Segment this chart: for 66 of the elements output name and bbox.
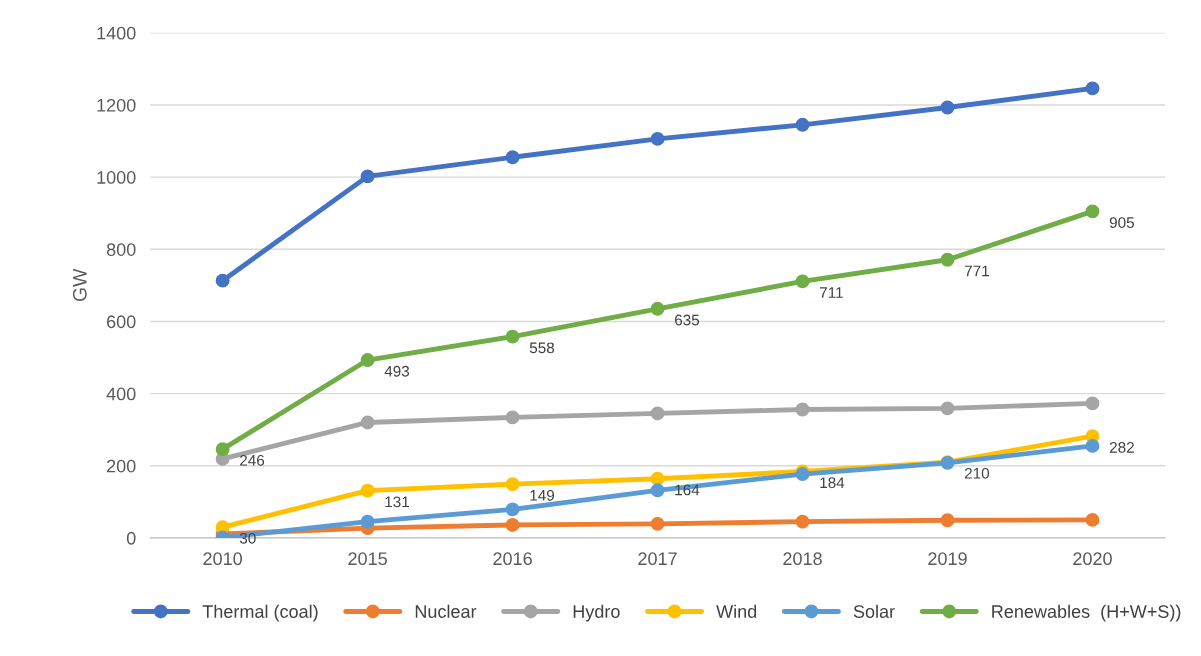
point <box>795 274 810 289</box>
point <box>650 483 665 498</box>
point <box>940 100 955 115</box>
point <box>360 415 375 430</box>
legend-label: Solar <box>853 604 895 618</box>
data-label: 635 <box>674 314 700 326</box>
point <box>505 477 520 492</box>
point <box>940 252 955 267</box>
x-tick-label: 2015 <box>348 552 387 566</box>
data-label: 210 <box>964 467 990 479</box>
x-tick-label: 2017 <box>638 552 677 566</box>
point <box>505 410 520 425</box>
point <box>650 516 665 531</box>
point <box>650 301 665 316</box>
legend-label: Hydro <box>573 604 620 622</box>
x-tick-label: 2018 <box>783 552 822 566</box>
legend-label: Thermal (coal) <box>202 604 318 622</box>
point <box>215 273 230 288</box>
y-tick-label: 1000 <box>97 171 136 184</box>
data-label: 131 <box>385 496 409 508</box>
point <box>360 483 375 498</box>
point <box>650 471 665 486</box>
y-tick-label: 1200 <box>97 98 136 112</box>
point <box>360 353 375 367</box>
point <box>650 131 665 146</box>
x-tick-label: 2010 <box>203 552 242 566</box>
y-tick-label: 200 <box>107 459 136 473</box>
x-tick-label: 2016 <box>493 552 532 566</box>
point <box>1085 204 1100 219</box>
y-tick-label: 600 <box>107 315 136 329</box>
y-axis-title: GW <box>72 268 87 302</box>
y-tick-label: 800 <box>106 243 136 256</box>
point <box>795 514 810 529</box>
legend-label: Nuclear <box>415 604 477 618</box>
point <box>1085 512 1100 527</box>
point <box>795 117 810 132</box>
point <box>940 401 955 416</box>
point <box>505 329 520 344</box>
y-tick-label: 1400 <box>97 26 136 40</box>
data-label: 282 <box>1109 441 1134 453</box>
legend-label: Wind <box>716 604 757 618</box>
data-label: 711 <box>819 287 843 298</box>
point <box>1085 396 1100 411</box>
data-label: 905 <box>1109 217 1134 228</box>
point <box>1085 438 1100 453</box>
point <box>360 169 375 184</box>
y-tick-label: 0 <box>126 531 136 545</box>
y-tick-label: 400 <box>106 387 136 401</box>
point <box>215 442 230 457</box>
point <box>505 517 520 532</box>
data-label: 149 <box>530 489 554 501</box>
point <box>650 406 665 421</box>
data-label: 493 <box>384 365 410 377</box>
legend-label: Renewables (H+W+S)) <box>992 604 1181 622</box>
data-label: 771 <box>964 265 989 277</box>
point <box>505 502 520 517</box>
data-label: 246 <box>240 454 265 466</box>
point <box>360 514 375 529</box>
x-tick-label: 2019 <box>928 552 967 566</box>
point <box>1085 81 1100 96</box>
data-label: 184 <box>820 477 845 489</box>
point <box>795 402 810 417</box>
point <box>940 513 955 528</box>
x-tick-label: 2020 <box>1073 552 1112 566</box>
data-label: 558 <box>529 342 555 354</box>
point <box>505 150 520 165</box>
